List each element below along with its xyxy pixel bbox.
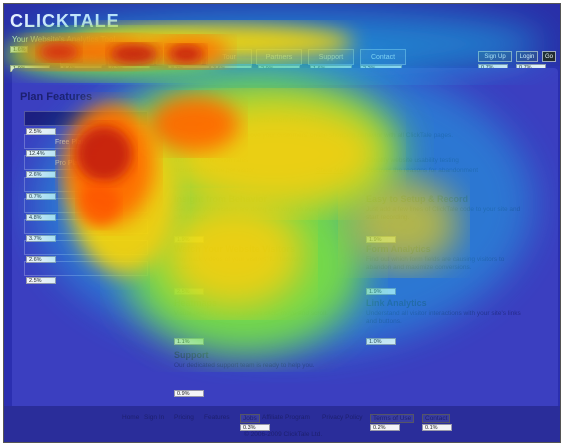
section-title-watch[interactable]: Watch Your Website Visitors — [174, 244, 296, 254]
bullet-abandonment: Discover the reasons for abandonment — [366, 167, 479, 174]
footer-pct-jobs: 0.3% — [240, 424, 270, 431]
sidebar-item-6[interactable] — [24, 219, 148, 234]
signup-button[interactable]: Sign Up — [478, 51, 512, 62]
section-pct-watch: 2.5% — [174, 288, 204, 295]
section-body-heatmaps: Visual reports of where visitors click, … — [174, 310, 328, 317]
footer-link-affiliate[interactable]: Affiliate Program — [262, 414, 310, 421]
footer-pct-terms: 0.2% — [370, 424, 400, 431]
section-body-link: Understand all visitor interactions with… — [366, 310, 521, 325]
sidebar-item-free-plan[interactable]: Free Plan — [24, 134, 148, 149]
nav-tab-contact[interactable]: Contact — [360, 49, 406, 65]
section-pct-support: 0.9% — [174, 390, 204, 397]
bullet-usability: Simplify website usability testing — [366, 157, 459, 164]
bullet-revenue: Increase revenue per visitor — [174, 167, 255, 174]
logo-tagline: Your Website's Analytics Tool — [12, 35, 116, 44]
intro-line-2: Capture, analyze and improve your custom… — [174, 132, 454, 139]
section-pct-setup: 1.9% — [366, 236, 396, 243]
section-pct-form: 1.9% — [366, 288, 396, 295]
footer-link-home[interactable]: Home — [122, 414, 140, 421]
login-button[interactable]: Login — [516, 51, 538, 62]
footer-link-terms[interactable]: Terms of Use — [370, 414, 415, 423]
section-title-support[interactable]: Support — [174, 350, 209, 360]
footer-link-pricing[interactable]: Pricing — [174, 414, 194, 421]
nav-tab-support[interactable]: Support — [308, 49, 354, 65]
nav-tab-partners[interactable]: Partners — [256, 49, 302, 65]
go-button[interactable]: Go — [542, 51, 556, 62]
footer-link-jobs[interactable]: Jobs — [240, 414, 260, 423]
site-header: CLICKTALE Your Website's Analytics Tool … — [4, 4, 560, 72]
footer-link-features[interactable]: Features — [204, 414, 230, 421]
sidebar-item-1[interactable] — [24, 111, 148, 126]
sidebar-item-pro-plans[interactable]: Pro Plans — [24, 155, 148, 170]
section-body-form: Find out which form fields are causing v… — [366, 256, 505, 271]
copyright-text: © 2006-2009 ClickTale Ltd. — [244, 431, 323, 438]
show-me-link[interactable]: Show Me — [316, 167, 344, 174]
heatmap-screenshot: CLICKTALE Your Website's Analytics Tool … — [3, 3, 561, 443]
section-title-link[interactable]: Link Analytics — [366, 298, 427, 308]
section-body-support: Our dedicated support team is ready to h… — [174, 362, 315, 369]
footer-link-contact[interactable]: Contact — [422, 414, 451, 423]
section-body-setup: Just add a few lines of ClickTale code t… — [366, 206, 521, 221]
nav-tab-plans[interactable]: Plans — [156, 49, 202, 65]
section-pct-insight: 1.9% — [174, 236, 204, 243]
sidebar-pct-8: 2.5% — [26, 277, 56, 284]
nav-tab-features[interactable]: Features — [60, 49, 106, 65]
nav-tab-tour[interactable]: Tour — [206, 49, 252, 65]
nav-tab-solutions[interactable]: Solutions — [108, 49, 154, 65]
nav-home-pct: 1.6% — [10, 46, 28, 53]
footer-pct-contact: 0.1% — [422, 424, 452, 431]
plan-features-title: Plan Features — [20, 91, 93, 103]
sidebar-item-7[interactable] — [24, 240, 148, 255]
sidebar-item-8[interactable] — [24, 261, 148, 276]
section-body-insight: See what your visitors are doing and why… — [174, 206, 321, 221]
section-title-heatmaps[interactable]: Heatmaps — [174, 298, 218, 308]
footer-link-signin[interactable]: Sign In — [144, 414, 165, 421]
intro-line-1: ClickTale shows you your visitors' every… — [174, 117, 322, 124]
sidebar-item-5[interactable] — [24, 198, 148, 213]
section-pct-heatmaps: 1.1% — [174, 338, 204, 345]
section-pct-link: 1.0% — [366, 338, 396, 345]
section-title-setup[interactable]: Easy to Setup & Record — [366, 194, 469, 204]
sidebar-item-4[interactable] — [24, 177, 148, 192]
clicktale-logo[interactable]: CLICKTALE — [10, 11, 120, 31]
site-footer — [4, 406, 560, 442]
bullet-conversion: Increase conversion rates — [174, 157, 249, 164]
section-title-form[interactable]: Form Analytics — [366, 244, 431, 254]
footer-link-privacy[interactable]: Privacy Policy — [322, 414, 363, 421]
section-title-insight[interactable]: Insight from Behavior — [174, 194, 268, 204]
section-body-watch: Play back videos of your visitors' full … — [174, 256, 306, 271]
